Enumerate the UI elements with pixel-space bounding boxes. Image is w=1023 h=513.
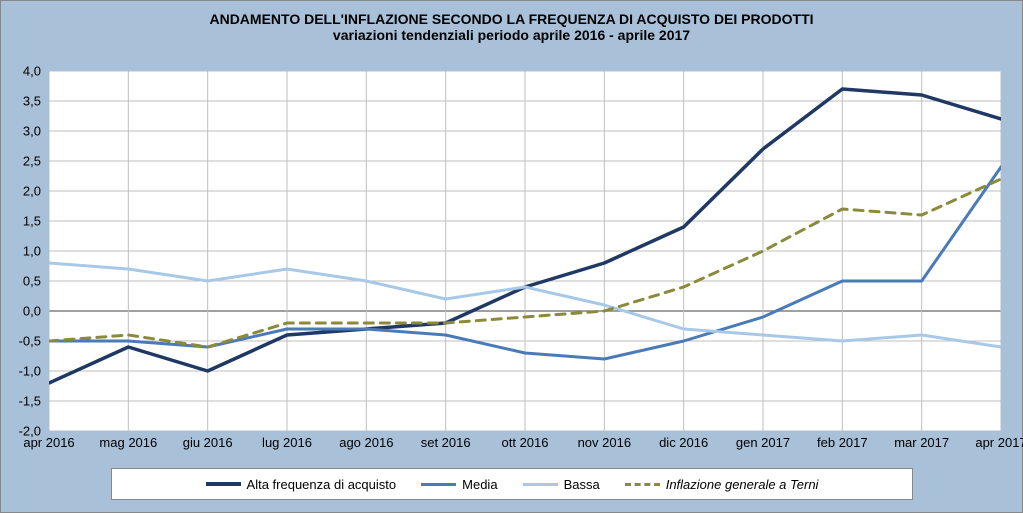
x-tick-label: giu 2016 [183, 435, 233, 450]
legend-label: Media [462, 477, 497, 492]
chart-title-block: ANDAMENTO DELL'INFLAZIONE SECONDO LA FRE… [1, 1, 1022, 48]
plot-area [49, 71, 1001, 431]
x-tick-label: mag 2016 [99, 435, 157, 450]
y-tick-label: 3,0 [23, 124, 41, 139]
x-tick-label: nov 2016 [578, 435, 632, 450]
legend-swatch [206, 482, 241, 486]
legend-item: Media [421, 477, 497, 492]
y-tick-label: 3,5 [23, 94, 41, 109]
y-tick-label: 0,5 [23, 274, 41, 289]
x-tick-label: gen 2017 [736, 435, 790, 450]
x-tick-label: ott 2016 [502, 435, 549, 450]
chart-title-sub: variazioni tendenziali periodo aprile 20… [1, 27, 1022, 43]
legend-swatch [625, 483, 660, 486]
y-tick-label: 1,0 [23, 244, 41, 259]
x-tick-label: feb 2017 [817, 435, 868, 450]
y-tick-label: 1,5 [23, 214, 41, 229]
y-tick-label: 2,0 [23, 184, 41, 199]
y-tick-label: 0,0 [23, 304, 41, 319]
inflation-chart: ANDAMENTO DELL'INFLAZIONE SECONDO LA FRE… [0, 0, 1023, 513]
y-tick-label: -0,5 [19, 334, 41, 349]
legend-item: Bassa [523, 477, 600, 492]
y-axis-labels: 4,03,53,02,52,01,51,00,50,0-0,5-1,0-1,5-… [1, 71, 45, 431]
legend-swatch [421, 483, 456, 486]
y-tick-label: -1,0 [19, 364, 41, 379]
x-tick-label: set 2016 [421, 435, 471, 450]
legend-swatch [523, 483, 558, 486]
legend-label: Bassa [564, 477, 600, 492]
x-tick-label: apr 2017 [975, 435, 1023, 450]
plot-svg [49, 71, 1001, 431]
legend-label: Alta frequenza di acquisto [247, 477, 397, 492]
legend-item: Alta frequenza di acquisto [206, 477, 397, 492]
x-tick-label: lug 2016 [262, 435, 312, 450]
y-tick-label: 4,0 [23, 64, 41, 79]
chart-title-main: ANDAMENTO DELL'INFLAZIONE SECONDO LA FRE… [1, 11, 1022, 27]
x-tick-label: mar 2017 [894, 435, 949, 450]
x-tick-label: dic 2016 [659, 435, 708, 450]
legend-label: Inflazione generale a Terni [666, 477, 819, 492]
legend: Alta frequenza di acquisto Media Bassa Infl… [111, 468, 913, 500]
y-tick-label: 2,5 [23, 154, 41, 169]
x-tick-label: ago 2016 [339, 435, 393, 450]
y-tick-label: -1,5 [19, 394, 41, 409]
legend-item: Inflazione generale a Terni [625, 477, 819, 492]
x-axis-labels: apr 2016mag 2016giu 2016lug 2016ago 2016… [49, 435, 1001, 455]
x-tick-label: apr 2016 [23, 435, 74, 450]
